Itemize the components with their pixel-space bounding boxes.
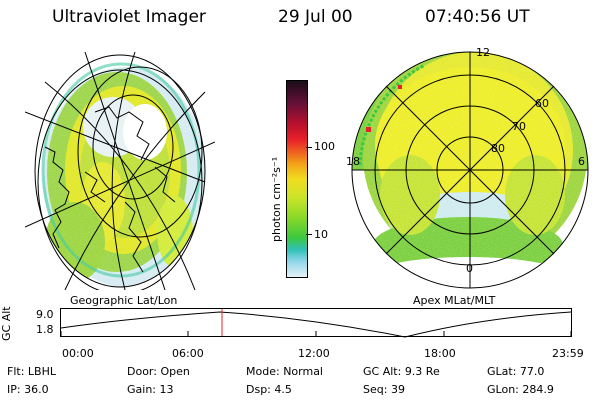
- mlt-label-18: 18: [346, 155, 360, 168]
- info-dsp: Dsp: 4.5: [246, 383, 292, 396]
- info-mode: Mode: Normal: [246, 365, 323, 378]
- colorbar-unit-label: photon cm⁻²s⁻¹: [270, 156, 283, 242]
- mlat-label-80: 80: [491, 142, 505, 155]
- mlat-label-70: 70: [512, 120, 526, 133]
- altitude-tick-low: 1.8: [36, 323, 54, 336]
- polar-image-panel: [351, 51, 589, 289]
- colorbar-tick-label-10: 10: [314, 228, 328, 241]
- time-tick-0600: 06:00: [172, 347, 204, 360]
- colorbar-tick-10: [306, 234, 312, 235]
- date-label: 29 Jul 00: [278, 7, 353, 27]
- altitude-tick-high: 9.0: [36, 308, 54, 321]
- info-door: Door: Open: [127, 365, 190, 378]
- mlt-label-6: 6: [578, 155, 585, 168]
- info-ip: IP: 36.0: [7, 383, 49, 396]
- mlt-label-0: 0: [466, 262, 473, 275]
- colorbar: [286, 80, 308, 278]
- time-label: 07:40:56 UT: [425, 7, 530, 27]
- polar-panel-label: Apex MLat/MLT: [413, 294, 496, 307]
- instrument-title: Ultraviolet Imager: [52, 7, 206, 27]
- info-glon: GLon: 284.9: [487, 383, 554, 396]
- colorbar-tick-label-100: 100: [314, 140, 335, 153]
- altitude-axis-label: GC Alt: [0, 306, 13, 341]
- info-flt: Flt: LBHL: [7, 365, 56, 378]
- time-tick-0000: 00:00: [62, 347, 94, 360]
- info-gc-alt: GC Alt: 9.3 Re: [363, 365, 440, 378]
- colorbar-tick-100: [306, 147, 312, 148]
- info-glat: GLat: 77.0: [487, 365, 545, 378]
- geographic-panel-label: Geographic Lat/Lon: [70, 294, 178, 307]
- geographic-image-panel: [25, 52, 215, 290]
- info-gain: Gain: 13: [127, 383, 174, 396]
- time-tick-2359: 23:59: [552, 347, 584, 360]
- mlt-label-12: 12: [476, 46, 490, 59]
- time-tick-1200: 12:00: [298, 347, 330, 360]
- time-tick-1800: 18:00: [424, 347, 456, 360]
- info-seq: Seq: 39: [363, 383, 405, 396]
- mlat-label-60: 60: [535, 97, 549, 110]
- altitude-plot: [60, 308, 572, 338]
